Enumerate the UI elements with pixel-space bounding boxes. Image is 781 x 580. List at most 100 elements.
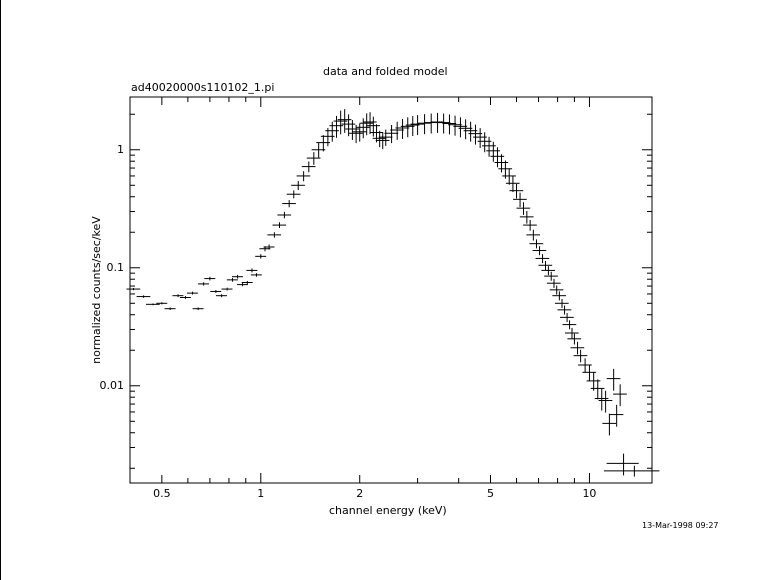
data-point (567, 333, 582, 345)
data-point (513, 192, 527, 208)
data-point (582, 364, 597, 382)
data-point (375, 132, 390, 150)
data-point (384, 124, 399, 144)
data-point (564, 327, 579, 339)
axis-ticks (129, 97, 652, 483)
data-point (573, 349, 588, 363)
data-point (369, 124, 384, 143)
data-point (400, 117, 415, 138)
data-point (221, 287, 233, 291)
data-point (490, 147, 505, 168)
data-point (267, 232, 282, 238)
data-point (366, 116, 381, 137)
data-point (424, 113, 438, 134)
data-point (554, 298, 569, 308)
data-point (526, 229, 541, 241)
data-point (372, 130, 387, 148)
x-tick-label: 0.5 (153, 487, 171, 500)
y-tick-label: 0.1 (106, 260, 125, 274)
data-point (606, 453, 639, 476)
timestamp: 13-Mar-1998 09:27 (642, 521, 719, 530)
data-point (549, 285, 564, 295)
data-point (538, 260, 553, 270)
data-point (255, 254, 267, 259)
x-axis-label: channel energy (keV) (329, 504, 447, 517)
data-point (570, 341, 585, 355)
data-point (198, 282, 210, 286)
data-point (519, 210, 534, 224)
data-point (250, 273, 262, 277)
data-point (516, 202, 531, 215)
x-tick-label: 5 (487, 487, 494, 500)
y-axis-label: normalized counts/sec/keV (90, 216, 103, 364)
left-border (0, 0, 1, 580)
data-point (356, 118, 370, 139)
data-point (232, 274, 243, 279)
data-point (291, 180, 305, 190)
x-tick-label: 2 (356, 487, 364, 500)
data-point (594, 388, 609, 411)
data-point (546, 278, 561, 288)
data-point (349, 124, 363, 144)
data-point (306, 152, 321, 165)
data-point (179, 296, 191, 299)
data-point (552, 291, 567, 301)
data-point (606, 368, 621, 391)
data-point (410, 115, 425, 136)
data-point (598, 390, 613, 413)
data-point (272, 222, 287, 229)
data-point (345, 119, 360, 140)
data-point (296, 171, 311, 182)
data-point (453, 117, 468, 138)
data-point (602, 413, 617, 436)
data-point (544, 271, 558, 281)
data-point (216, 294, 227, 298)
data-point (557, 305, 572, 315)
data-point (417, 114, 432, 135)
data-point (603, 465, 660, 477)
data-point (535, 254, 550, 264)
data-point (156, 302, 168, 305)
data-point (172, 294, 184, 298)
data-point (509, 183, 524, 199)
data-point (523, 219, 537, 231)
data-point (494, 154, 509, 173)
data-point (502, 168, 516, 185)
data-point (395, 118, 410, 139)
data-point (192, 307, 204, 310)
data-point (136, 295, 151, 298)
data-point (301, 161, 316, 173)
data-point (359, 113, 374, 136)
data-point (529, 239, 544, 249)
data-point (126, 288, 141, 291)
data-point (458, 119, 473, 140)
data-point (532, 246, 547, 256)
data-point (263, 244, 275, 250)
data-point (448, 115, 462, 136)
data-point (282, 200, 296, 208)
chart-title: data and folded model (323, 65, 448, 78)
data-points (126, 109, 660, 477)
data-point (341, 114, 356, 137)
data-point (246, 268, 258, 273)
data-point (562, 320, 577, 330)
chart-subtitle: ad40020000s110102_1.pi (131, 81, 275, 94)
data-point (390, 121, 404, 140)
data-point (378, 129, 393, 146)
x-tick-label: 1 (257, 487, 265, 500)
data-point (210, 290, 222, 293)
data-point (241, 280, 253, 285)
data-point (541, 266, 556, 276)
data-point (609, 404, 624, 427)
data-point (236, 283, 248, 287)
x-tick-label: 10 (582, 487, 597, 500)
data-point (363, 112, 377, 135)
data-point (204, 276, 216, 281)
y-tick-label: 0.01 (99, 378, 125, 392)
data-point (590, 379, 605, 400)
data-point (613, 384, 627, 407)
data-point (560, 313, 574, 323)
data-point (352, 123, 367, 142)
y-tick-label: 1 (117, 142, 124, 156)
